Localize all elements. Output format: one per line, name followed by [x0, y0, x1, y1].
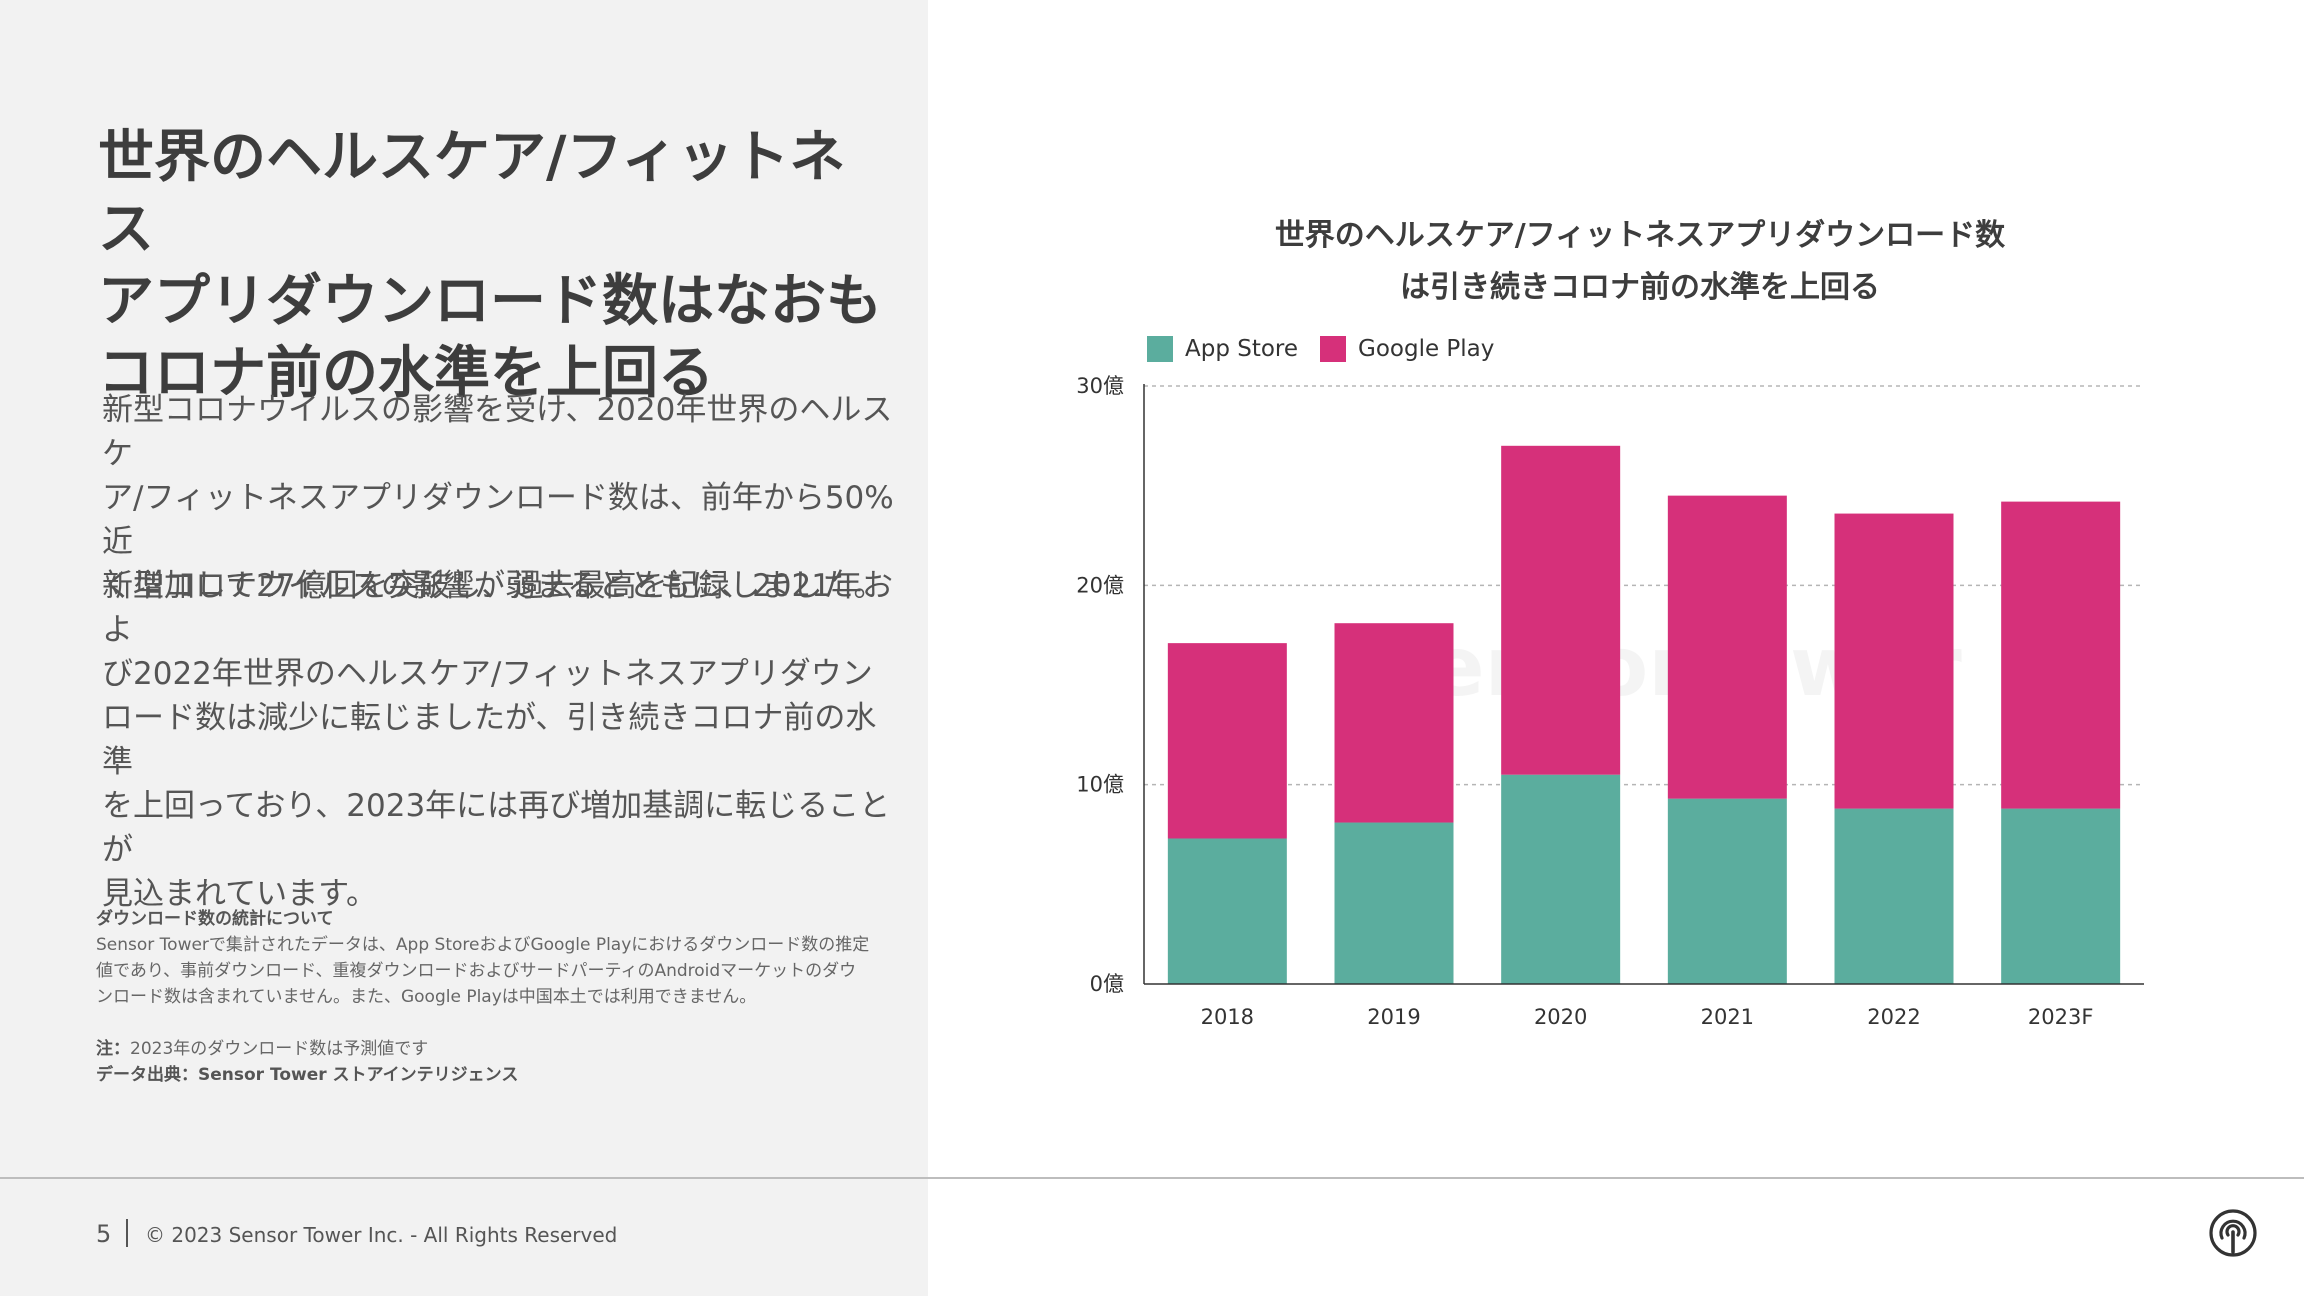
- bar-google-play: [1167, 643, 1287, 839]
- paragraph-line: ロード数は減少に転じましたが、引き続きコロナ前の水準: [102, 700, 877, 780]
- paragraph-line: 見込まれています。: [102, 876, 377, 912]
- slide-title-line: 世界のヘルスケア/フィットネス: [98, 125, 846, 262]
- paragraph-line: 新型コロナウイルスの影響が弱まるとともに、2021年およ: [102, 568, 893, 648]
- y-tick-label: 20億: [1076, 573, 1124, 597]
- legend-label-app-store: App Store: [1185, 336, 1299, 362]
- forecast-note: 注：2023年のダウンロード数は予測値です: [96, 1036, 906, 1062]
- footer-separator: [126, 1219, 128, 1247]
- slide-title-line: アプリダウンロード数はなおも: [98, 269, 882, 334]
- x-tick-label: 2022: [1867, 1005, 1920, 1029]
- methodology-notes: ダウンロード数の統計について Sensor Towerで集計されたデータは、Ap…: [96, 906, 906, 1088]
- forecast-note-label: 注：: [96, 1039, 130, 1059]
- copyright-text: © 2023 Sensor Tower Inc. - All Rights Re…: [145, 1223, 618, 1247]
- bar-app-store: [1167, 838, 1287, 984]
- paragraph-line: く増加して27億回を突破し、過去最高を記録しました。: [102, 568, 885, 604]
- y-tick-label: 10億: [1076, 773, 1124, 797]
- x-tick-label: 2019: [1367, 1005, 1420, 1029]
- chart-title-line: 世界のヘルスケア/フィットネスアプリダウンロード数: [1274, 218, 2006, 253]
- chart-title: 世界のヘルスケア/フィットネスアプリダウンロード数 は引き続きコロナ前の水準を上…: [1140, 210, 2140, 314]
- paragraph-line: び2022年世界のヘルスケア/フィットネスアプリダウン: [102, 656, 873, 692]
- forecast-note-text: 2023年のダウンロード数は予測値です: [130, 1039, 429, 1059]
- chart-title-line: は引き続きコロナ前の水準を上回る: [1400, 270, 1880, 305]
- notes-body-line: 値であり、事前ダウンロード、重複ダウンロードおよびサードパーティのAndroid…: [96, 961, 857, 981]
- bar-google-play: [1501, 445, 1621, 775]
- x-tick-label: 2018: [1201, 1005, 1254, 1029]
- notes-heading: ダウンロード数の統計について: [96, 909, 334, 929]
- legend-item-app-store: App Store: [1147, 334, 1298, 364]
- paragraph-line: 新型コロナウイルスの影響を受け、2020年世界のヘルスケ: [102, 392, 893, 472]
- paragraph-line: を上回っており、2023年には再び増加基調に転じることが: [102, 788, 891, 868]
- legend-label-google-play: Google Play: [1358, 336, 1495, 362]
- bar-google-play: [1334, 623, 1454, 823]
- bar-google-play: [1834, 513, 1954, 809]
- sensor-tower-logo-icon: [2209, 1209, 2257, 1257]
- x-tick-label: 2021: [1701, 1005, 1754, 1029]
- slide-title-line: コロナ前の水準を上回る: [98, 341, 714, 406]
- x-tick-label: 2023F: [2028, 1005, 2094, 1029]
- page-number: 5: [96, 1220, 112, 1248]
- bar-app-store: [2001, 808, 2121, 984]
- notes-body-line: Sensor Towerで集計されたデータは、App StoreおよびGoogl…: [96, 935, 870, 955]
- y-tick-label: 0億: [1090, 972, 1124, 996]
- slide-title: 世界のヘルスケア/フィットネス アプリダウンロード数はなおも コロナ前の水準を上…: [98, 122, 898, 410]
- legend-swatch-google-play: [1320, 336, 1346, 362]
- bar-google-play: [2001, 501, 2121, 809]
- notes-body-line: ンロード数は含まれていません。また、Google Playは中国本土では利用でき…: [96, 987, 757, 1007]
- bar-app-store: [1501, 774, 1621, 984]
- x-tick-label: 2020: [1534, 1005, 1587, 1029]
- legend-swatch-app-store: [1147, 336, 1173, 362]
- bar-app-store: [1834, 808, 1954, 984]
- paragraph-line: ア/フィットネスアプリダウンロード数は、前年から50%近: [102, 480, 894, 560]
- legend-item-google-play: Google Play: [1320, 334, 1494, 364]
- bar-google-play: [1667, 495, 1787, 799]
- intro-paragraph: 新型コロナウイルスの影響を受け、2020年世界のヘルスケ ア/フィットネスアプリ…: [102, 388, 902, 608]
- data-source: データ出典：Sensor Tower ストアインテリジェンス: [96, 1065, 519, 1085]
- bar-app-store: [1667, 798, 1787, 984]
- y-tick-label: 30億: [1076, 374, 1124, 398]
- left-panel: [0, 0, 928, 1296]
- footer-divider: [0, 1177, 2304, 1179]
- bar-app-store: [1334, 822, 1454, 984]
- outlook-paragraph: 新型コロナウイルスの影響が弱まるとともに、2021年およ び2022年世界のヘル…: [102, 564, 902, 916]
